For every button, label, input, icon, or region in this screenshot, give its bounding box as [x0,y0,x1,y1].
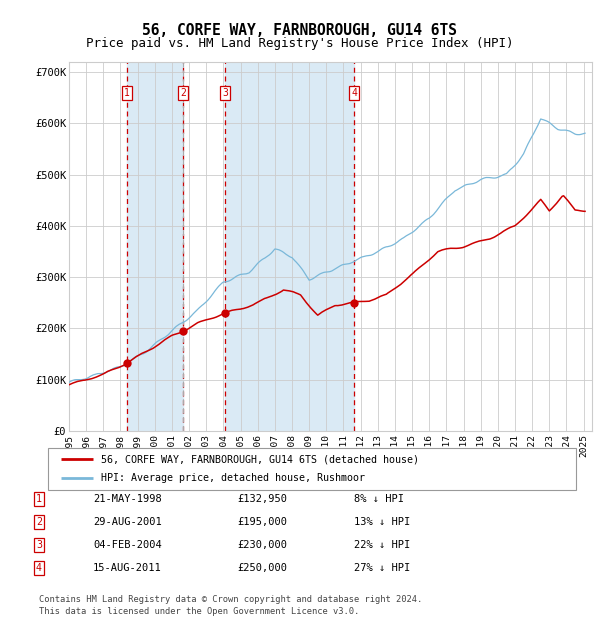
Text: HPI: Average price, detached house, Rushmoor: HPI: Average price, detached house, Rush… [101,474,365,484]
Text: 1: 1 [124,89,130,99]
Text: 22% ↓ HPI: 22% ↓ HPI [354,540,410,550]
Text: 21-MAY-1998: 21-MAY-1998 [93,494,162,504]
Text: £132,950: £132,950 [237,494,287,504]
Text: 04-FEB-2004: 04-FEB-2004 [93,540,162,550]
Text: 15-AUG-2011: 15-AUG-2011 [93,563,162,573]
Text: 56, CORFE WAY, FARNBOROUGH, GU14 6TS (detached house): 56, CORFE WAY, FARNBOROUGH, GU14 6TS (de… [101,454,419,464]
Text: 56, CORFE WAY, FARNBOROUGH, GU14 6TS: 56, CORFE WAY, FARNBOROUGH, GU14 6TS [143,23,458,38]
Text: Contains HM Land Registry data © Crown copyright and database right 2024.
This d: Contains HM Land Registry data © Crown c… [39,595,422,616]
Text: £195,000: £195,000 [237,517,287,527]
Text: 4: 4 [351,89,357,99]
Text: Price paid vs. HM Land Registry's House Price Index (HPI): Price paid vs. HM Land Registry's House … [86,37,514,50]
Text: 1: 1 [36,494,42,504]
Bar [225,62,354,431]
Bar [127,62,183,431]
Text: £250,000: £250,000 [237,563,287,573]
Text: 27% ↓ HPI: 27% ↓ HPI [354,563,410,573]
Text: 29-AUG-2001: 29-AUG-2001 [93,517,162,527]
Text: 13% ↓ HPI: 13% ↓ HPI [354,517,410,527]
FancyBboxPatch shape [48,448,576,490]
Text: 8% ↓ HPI: 8% ↓ HPI [354,494,404,504]
Text: 2: 2 [181,89,186,99]
Text: 3: 3 [222,89,228,99]
Text: £230,000: £230,000 [237,540,287,550]
Text: 2: 2 [36,517,42,527]
Text: 3: 3 [36,540,42,550]
Text: 4: 4 [36,563,42,573]
